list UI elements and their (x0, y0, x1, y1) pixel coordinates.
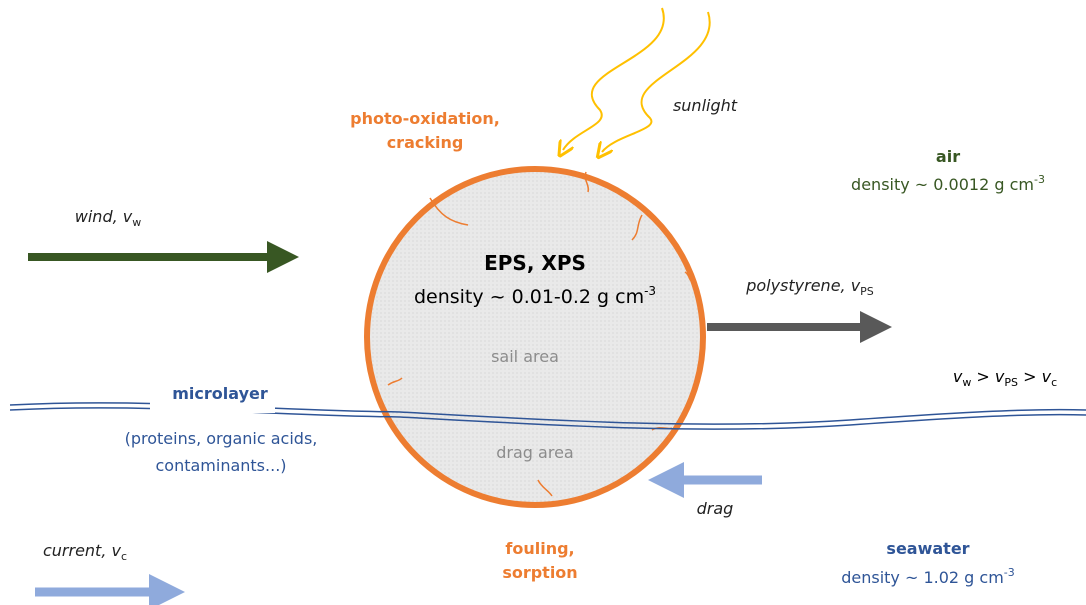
label: current, vc (43, 541, 127, 563)
text: wind, (75, 207, 123, 226)
label: air (936, 147, 960, 166)
label: vw > vPS > vc (953, 367, 1057, 389)
text: current, (43, 541, 112, 560)
label: drag (697, 499, 734, 518)
label: EPS, XPS (484, 251, 586, 275)
text: density ~ 0.01-0.2 g cm (414, 286, 644, 308)
text: -3 (1034, 173, 1045, 186)
label: drag area (496, 443, 573, 462)
label: sorption (502, 563, 577, 582)
sun-ray (602, 12, 710, 152)
label: photo-oxidation, (350, 109, 500, 128)
label: (proteins, organic acids, (125, 429, 318, 448)
text: c (121, 550, 127, 563)
label: density ~ 0.01-0.2 g cm-3 (414, 284, 656, 308)
text: PS (860, 285, 874, 298)
text: > (1018, 367, 1042, 386)
label: cracking (387, 133, 464, 152)
label: microlayer (172, 384, 268, 403)
text: polystyrene, (745, 276, 851, 295)
text: density ~ 1.02 g cm (841, 568, 1004, 587)
text: c (1051, 376, 1057, 389)
label: fouling, (505, 539, 574, 558)
text: -3 (644, 284, 656, 298)
text: PS (1004, 376, 1018, 389)
label: density ~ 0.0012 g cm-3 (851, 173, 1045, 194)
label: wind, vw (75, 207, 141, 229)
label: density ~ 1.02 g cm-3 (841, 566, 1015, 587)
label: contaminants...) (155, 456, 286, 475)
sun-ray (563, 8, 664, 150)
text: > (971, 367, 995, 386)
text: density ~ 0.0012 g cm (851, 175, 1034, 194)
diagram: photo-oxidation, cracking sunlight air d… (0, 0, 1086, 605)
label: sail area (491, 347, 559, 366)
label: polystyrene, vPS (745, 276, 874, 298)
label: sunlight (673, 96, 738, 115)
text: w (132, 216, 141, 229)
label: seawater (886, 539, 969, 558)
text: -3 (1004, 566, 1015, 579)
text: w (962, 376, 971, 389)
